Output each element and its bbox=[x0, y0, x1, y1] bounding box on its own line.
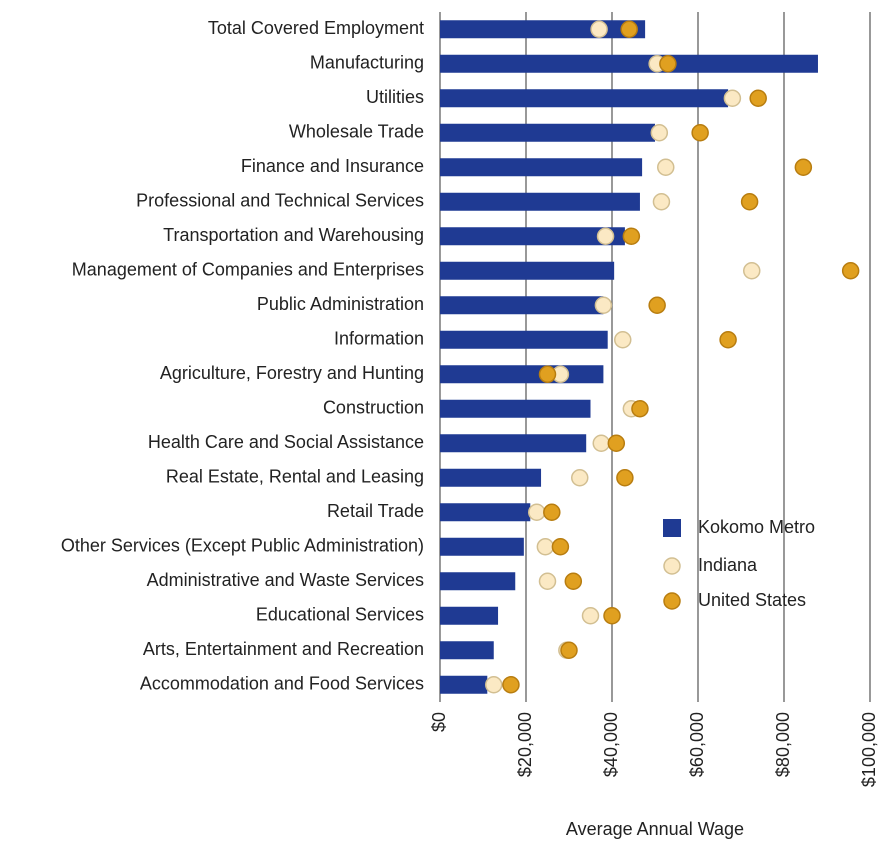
dot bbox=[648, 296, 666, 314]
x-tick-label: $0 bbox=[429, 712, 449, 732]
bar bbox=[440, 365, 604, 384]
x-tick-label: $60,000 bbox=[687, 712, 707, 777]
dot bbox=[581, 607, 600, 625]
legend-swatch bbox=[663, 557, 681, 575]
bar bbox=[440, 89, 729, 108]
legend-label: United States bbox=[698, 590, 806, 610]
y-tick-label: Construction bbox=[323, 398, 424, 418]
y-tick-label: Other Services (Except Public Administra… bbox=[61, 536, 424, 556]
dot bbox=[614, 331, 632, 349]
legend-label: Kokomo Metro bbox=[698, 517, 815, 537]
dot bbox=[691, 124, 709, 142]
dot bbox=[749, 89, 767, 107]
dot bbox=[536, 538, 555, 556]
bar bbox=[440, 434, 587, 453]
dot bbox=[543, 503, 561, 521]
x-axis-title: Average Annual Wage bbox=[566, 819, 744, 839]
bar bbox=[440, 641, 494, 660]
dot bbox=[590, 20, 608, 38]
dot bbox=[560, 641, 578, 659]
legend-swatch bbox=[663, 519, 681, 537]
dot bbox=[622, 227, 641, 245]
y-tick-label: Transportation and Warehousing bbox=[163, 225, 424, 245]
y-tick-label: Agriculture, Forestry and Hunting bbox=[160, 363, 424, 383]
bar bbox=[440, 158, 643, 177]
dot bbox=[794, 158, 813, 176]
y-tick-label: Public Administration bbox=[257, 294, 424, 314]
x-tick-label: $40,000 bbox=[601, 712, 621, 777]
y-tick-label: Professional and Technical Services bbox=[136, 191, 424, 211]
dot bbox=[631, 400, 649, 418]
dot bbox=[528, 503, 546, 521]
dot bbox=[603, 607, 621, 625]
bar bbox=[440, 261, 615, 280]
y-tick-label: Health Care and Social Assistance bbox=[148, 432, 424, 452]
x-tick-label: $80,000 bbox=[773, 712, 793, 777]
dot bbox=[571, 469, 589, 487]
y-tick-label: Information bbox=[334, 329, 424, 349]
y-tick-label: Accommodation and Food Services bbox=[140, 674, 424, 694]
bar bbox=[440, 330, 608, 349]
bar bbox=[440, 123, 655, 142]
bar bbox=[440, 675, 488, 694]
dot bbox=[538, 365, 557, 383]
x-tick-label: $100,000 bbox=[859, 712, 879, 787]
bar bbox=[440, 537, 524, 556]
dot bbox=[502, 676, 520, 694]
dot bbox=[723, 89, 742, 107]
dot bbox=[743, 262, 761, 280]
bar bbox=[440, 606, 499, 625]
bar bbox=[440, 468, 542, 487]
dot bbox=[650, 124, 669, 142]
bar bbox=[440, 399, 591, 418]
bar bbox=[440, 227, 625, 246]
dot bbox=[620, 20, 638, 38]
dot bbox=[538, 572, 557, 590]
dot bbox=[596, 227, 615, 245]
dot bbox=[564, 572, 583, 590]
y-tick-label: Administrative and Waste Services bbox=[147, 570, 424, 590]
dot bbox=[592, 434, 610, 452]
bar bbox=[440, 503, 531, 522]
dot bbox=[841, 262, 860, 280]
y-tick-label: Utilities bbox=[366, 87, 424, 107]
bar bbox=[440, 192, 640, 211]
y-tick-label: Educational Services bbox=[256, 605, 424, 625]
bar bbox=[440, 20, 646, 39]
y-tick-label: Retail Trade bbox=[327, 501, 424, 521]
dot bbox=[485, 676, 503, 694]
dot bbox=[616, 469, 634, 487]
dot bbox=[657, 158, 675, 176]
bar bbox=[440, 54, 818, 73]
y-tick-label: Management of Companies and Enterprises bbox=[72, 260, 424, 280]
dot bbox=[740, 193, 759, 211]
dot bbox=[594, 296, 613, 314]
x-tick-label: $20,000 bbox=[515, 712, 535, 777]
dot bbox=[551, 538, 570, 556]
bar bbox=[440, 572, 516, 591]
dot bbox=[659, 55, 677, 73]
legend-label: Indiana bbox=[698, 555, 758, 575]
y-tick-label: Finance and Insurance bbox=[241, 156, 424, 176]
y-tick-label: Arts, Entertainment and Recreation bbox=[143, 639, 424, 659]
dot bbox=[719, 331, 737, 349]
dot bbox=[607, 434, 626, 452]
y-tick-label: Manufacturing bbox=[310, 53, 424, 73]
legend-swatch bbox=[663, 592, 681, 610]
y-tick-label: Wholesale Trade bbox=[289, 122, 424, 142]
y-tick-label: Total Covered Employment bbox=[208, 18, 424, 38]
bar bbox=[440, 296, 604, 315]
y-tick-label: Real Estate, Rental and Leasing bbox=[166, 467, 424, 487]
dot bbox=[652, 193, 671, 211]
